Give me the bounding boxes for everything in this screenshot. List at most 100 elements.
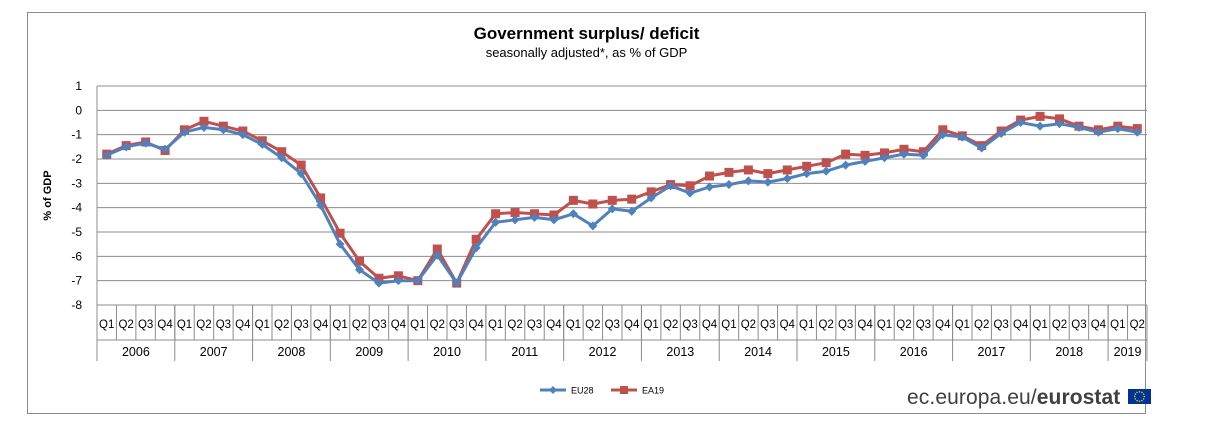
- x-tick-label: Q3: [1071, 319, 1086, 331]
- x-tick-label: Q2: [196, 319, 211, 331]
- y-tick-label: -2: [71, 152, 82, 166]
- y-axis-label: % of GDP: [42, 170, 54, 220]
- x-tick-label: Q1: [332, 319, 347, 331]
- x-tick-label: Q3: [138, 319, 153, 331]
- y-tick-label: -7: [71, 274, 82, 288]
- data-point-eu28: [277, 153, 287, 163]
- data-point-ea19: [316, 193, 326, 203]
- flag-star: [1133, 395, 1136, 398]
- data-point-ea19: [491, 209, 501, 219]
- year-label: 2010: [433, 345, 461, 359]
- data-point-eu28: [393, 276, 403, 286]
- y-tick-label: -4: [71, 201, 82, 215]
- data-point-eu28: [491, 217, 501, 227]
- x-tick-label: Q4: [1091, 319, 1107, 331]
- y-tick-label: -1: [71, 128, 82, 142]
- data-point-ea19: [199, 116, 209, 126]
- x-tick-label: Q3: [527, 319, 542, 331]
- y-tick-label: 1: [75, 79, 82, 93]
- eurostat-brand[interactable]: ec.europa.eu/eurostat: [907, 386, 1120, 410]
- data-point-eu28: [685, 188, 695, 198]
- chart-frame: Government surplus/ deficit seasonally a…: [27, 12, 1146, 414]
- x-tick-label: Q2: [818, 319, 833, 331]
- data-point-ea19: [588, 199, 598, 209]
- x-tick-label: Q3: [449, 319, 464, 331]
- data-point-ea19: [821, 158, 831, 168]
- flag-star: [1142, 393, 1145, 395]
- flag-star: [1141, 399, 1143, 402]
- data-point-eu28: [141, 138, 151, 148]
- x-tick-label: Q2: [974, 319, 989, 331]
- data-point-ea19: [763, 169, 773, 179]
- data-point-eu28: [666, 181, 676, 191]
- data-point-ea19: [646, 187, 656, 197]
- x-tick-label: Q4: [313, 319, 329, 331]
- data-point-eu28: [821, 166, 831, 176]
- data-point-ea19: [296, 160, 306, 170]
- brand-name: eurostat: [1036, 386, 1121, 409]
- flag-star: [1136, 391, 1138, 394]
- x-tick-label: Q2: [274, 319, 289, 331]
- data-point-ea19: [277, 147, 287, 157]
- x-tick-label: Q4: [1013, 319, 1029, 331]
- y-tick-label: -5: [71, 225, 82, 239]
- data-point-eu28: [607, 204, 617, 214]
- data-point-eu28: [102, 150, 112, 160]
- data-point-eu28: [218, 125, 228, 135]
- data-point-eu28: [938, 130, 948, 140]
- x-tick-label: Q3: [838, 319, 853, 331]
- x-tick-label: Q4: [857, 319, 873, 331]
- x-tick-label: Q3: [993, 319, 1008, 331]
- chart-title: Government surplus/ deficit: [473, 24, 700, 43]
- data-point-ea19: [549, 210, 559, 220]
- x-tick-label: Q2: [1052, 319, 1067, 331]
- data-point-eu28: [918, 150, 928, 160]
- year-label: 2011: [511, 345, 538, 359]
- flag-star: [1142, 398, 1145, 400]
- data-point-eu28: [860, 156, 870, 166]
- x-tick-label: Q3: [371, 319, 386, 331]
- x-tick-label: Q4: [546, 319, 562, 331]
- data-point-ea19: [899, 144, 909, 154]
- flag-star: [1136, 399, 1138, 402]
- year-label: 2014: [744, 345, 772, 359]
- data-point-ea19: [880, 148, 889, 158]
- x-tick-label: Q1: [99, 319, 114, 331]
- brand-site: ec.europa.eu/: [907, 386, 1037, 409]
- data-point-eu28: [1055, 119, 1064, 129]
- data-point-ea19: [374, 273, 384, 283]
- x-tick-label: Q1: [799, 319, 814, 331]
- data-point-ea19: [471, 234, 481, 244]
- year-label: 2018: [1055, 345, 1083, 359]
- x-tick-label: Q2: [585, 319, 600, 331]
- data-point-ea19: [432, 244, 442, 254]
- x-tick-label: Q1: [410, 319, 425, 331]
- x-tick-label: Q2: [741, 319, 756, 331]
- data-point-ea19: [568, 195, 578, 205]
- data-point-eu28: [802, 169, 812, 179]
- x-tick-label: Q1: [1110, 319, 1125, 331]
- flag-star: [1134, 398, 1137, 400]
- data-point-eu28: [627, 206, 637, 216]
- data-point-eu28: [1016, 118, 1026, 127]
- year-label: 2012: [589, 345, 617, 359]
- data-point-eu28: [121, 142, 131, 152]
- data-point-eu28: [238, 130, 248, 140]
- x-tick-label: Q3: [293, 319, 308, 331]
- x-tick-label: Q4: [157, 319, 173, 331]
- data-point-ea19: [1035, 111, 1045, 121]
- data-point-eu28: [763, 177, 773, 187]
- data-point-eu28: [880, 153, 889, 163]
- data-point-eu28: [841, 160, 851, 170]
- year-label: 2007: [200, 345, 228, 359]
- data-point-ea19: [705, 171, 714, 181]
- data-point-eu28: [471, 243, 481, 253]
- x-tick-label: Q4: [468, 319, 484, 331]
- x-tick-label: Q3: [605, 319, 620, 331]
- data-point-eu28: [549, 215, 559, 225]
- x-tick-label: Q1: [177, 319, 192, 331]
- x-tick-label: Q4: [702, 319, 718, 331]
- x-tick-label: Q4: [391, 319, 407, 331]
- data-point-eu28: [899, 149, 909, 159]
